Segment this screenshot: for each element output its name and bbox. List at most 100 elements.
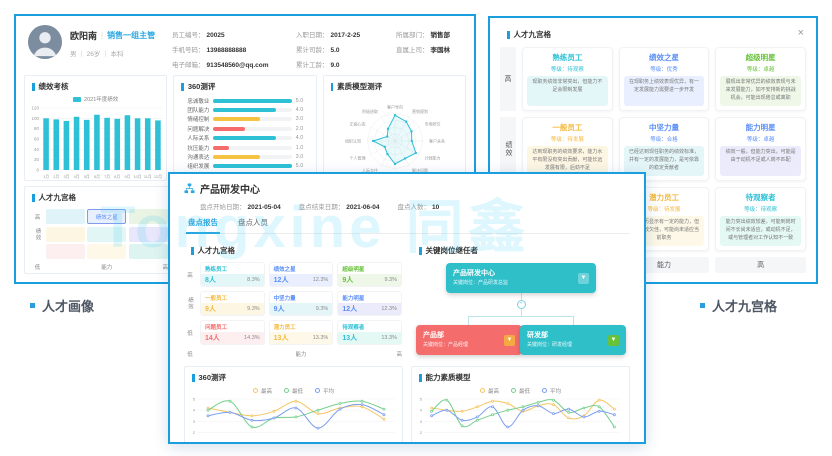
nine-grid-cell [128,244,168,259]
profile-field: 累计司龄： 5.0 [296,47,340,54]
org-connector [573,316,574,325]
portrait-nine-grid: 高 绩效之星 绩效低 能力 高 [25,206,175,275]
legend-item[interactable]: 最低 [283,387,303,395]
eval360-bar-fill [213,126,245,131]
eval360-bar-row: 问题解决 2.0 [182,124,307,133]
svg-text:1: 1 [193,441,196,444]
ability-line-chart: 012345客户导向营销规划市场研究客户关系计划能力解决问题思考力人际交往个人管… [420,397,622,442]
org-node-product-dept[interactable]: 产品部 关键岗位：产品经理 ▼ [416,325,522,355]
close-icon[interactable]: × [797,27,804,39]
count-grid-card-strip: 13人 13.3% [269,332,333,344]
count-grid-card-percent: 9.3% [384,277,397,283]
count-grid-card[interactable]: 待观察者 13人 13.3% [337,320,402,345]
count-grid-card-title: 超级明星 [338,263,401,274]
svg-text:人际交往: 人际交往 [362,167,378,173]
eval360-bar-fill [213,136,276,141]
count-grid-card-count: 9人 [273,306,285,313]
svg-text:3月: 3月 [63,174,69,179]
eval360-bar-track [213,126,292,131]
chevron-down-icon[interactable]: ▼ [504,334,515,346]
chevron-down-icon[interactable]: ▼ [608,334,619,346]
succession-section: 关键岗位继任者 - 产品研发中心 关键岗位：产品研发总监 [412,240,630,359]
count-grid-card-count: 14人 [205,335,220,342]
org-connector [520,309,522,316]
nine-grid-cell-highlighted: 绩效之星 [87,209,127,224]
count-grid-card[interactable]: 一般员工 9人 9.3% [200,291,265,316]
profile-fields-col3: 所属部门： 销售部 直属上司： 李国林 [396,25,474,54]
eval360-bar-row: 沟通表达 3.0 [182,152,307,161]
profile-header: 欧阳南 | 销售一组主管 男 ｜ 26岁 ｜ 本科 员工编号： 20025 手机号码… [16,16,474,73]
count-grid-card[interactable]: 能力明星 12人 12.3% [337,291,402,316]
legend-item[interactable]: 平均 [315,387,334,395]
eval360-bar-track [213,145,292,150]
count-grid-card-strip: 12人 12.3% [338,303,401,315]
count-grid-card[interactable]: 中坚力量 9人 9.3% [268,291,334,316]
profile-field: 累计工龄： 9.0 [296,62,340,69]
org-expand-node[interactable]: - [516,300,526,309]
svg-text:客户导向: 客户导向 [387,104,403,110]
grid-axis-label: 低 [187,352,193,358]
count-grid-card-strip: 9人 9.3% [201,303,264,315]
nine-grid-cell [87,226,127,242]
tabs: 盘点报告 盘点人员 [184,217,630,234]
svg-text:计划能力: 计划能力 [424,155,440,161]
eval360-bar-label: 团队能力 [187,108,210,115]
count-grid-card[interactable]: 熟练员工 8人 8.3% [200,262,265,287]
employee-name: 欧阳南 [70,31,98,41]
legend-swatch [73,96,82,102]
nine-grid-window-title: 人才九宫格 [500,24,558,43]
grid-axis-label: 绩效 [500,117,516,181]
org-connector [468,316,574,317]
quality-model-title: 素质模型测评 [324,76,465,95]
nine-grid-cell [128,226,168,242]
count-grid-card-title: 待观察者 [338,321,401,332]
svg-text:2: 2 [193,430,196,435]
legend-dot-icon [252,388,258,393]
legend-item[interactable]: 最高 [252,387,272,395]
svg-text:市场研究: 市场研究 [424,121,440,127]
chevron-down-icon[interactable]: ▼ [578,272,589,284]
profile-field: 入职日期： 2017-2-25 [296,32,361,39]
nine-grid-card-description: 达到现职务的绩效要求，能力水平有限没有突出贡献，可能长远发展有限，后劲不足 [527,146,608,176]
count-grid-card[interactable]: 潜力员工 13人 13.3% [268,320,334,345]
profile-fields-col1: 员工编号： 20025 手机号码： 13988888888 电子邮箱： 913548560… [172,25,288,69]
org-node-position: 关键岗位：研发经理 [527,342,573,349]
svg-text:5月: 5月 [84,174,90,179]
svg-text:1月: 1月 [43,174,49,179]
eval360-bar-fill [213,164,292,169]
legend-item[interactable]: 最低 [510,387,530,395]
svg-text:个人管理: 个人管理 [349,155,365,161]
count-grid-card-strip: 14人 14.3% [201,332,264,344]
tab-review-people[interactable]: 盘点人员 [238,218,268,227]
review-meta-item: 盘点人数： 10 [397,204,440,211]
bar-chart-legend[interactable]: 2021年度绩效 [25,95,166,103]
legend-item[interactable]: 平均 [542,387,561,395]
tab-review-report[interactable]: 盘点报告 [186,217,220,234]
legend-label: 最低 [518,388,530,395]
count-grid-card[interactable]: 超级明星 9人 9.3% [337,262,402,287]
svg-text:120: 120 [31,106,39,111]
review-report-window: 产品研发中心 盘点开始日期： 2021-05-04 盘点结束日期： 2021-06-0… [168,172,646,444]
eval360-bar-value: 4.0 [295,107,304,114]
nine-grid-cell [128,209,168,224]
count-grid-card-title: 潜力员工 [269,321,333,332]
nine-grid-card-description: 现职务绩效非常突出，但能力不足会限制发展 [527,76,608,106]
eval360-bar-label: 抗压能力 [187,145,210,152]
nine-grid-card-level: 等级：卓越 [746,67,775,73]
nine-grid-card-level: 等级：待观察 [550,67,584,73]
org-node-rd-dept[interactable]: 研发部 关键岗位：研发经理 ▼ [520,325,626,355]
svg-text:8月: 8月 [114,174,120,179]
nine-grid-card-title: 能力明星 [745,123,776,132]
svg-text:解决问题: 解决问题 [412,167,428,173]
count-grid-card-title: 绩效之星 [269,263,333,274]
legend-item[interactable]: 最高 [479,387,499,395]
eval360-bar-value: 2.0 [295,125,304,132]
svg-text:营销规划: 营销规划 [412,108,428,114]
portrait-nine-grid-panel: 人才九宫格 高 绩效之星 绩效低 能力 高 [24,186,176,274]
report-nine-grid-section: 人才九宫格 高 熟练员工 8人 8.3% 绩效之星 12人 12.3% 超级明星 9人 9.3% 绩… [184,240,402,359]
org-node-root[interactable]: 产品研发中心 关键岗位：产品研发总监 ▼ [446,263,596,293]
nine-grid-window-header: 人才九宫格 × [490,18,816,45]
grid-axis-label: 绩效 [34,227,41,241]
count-grid-card[interactable]: 问题员工 14人 14.3% [200,320,265,345]
count-grid-card[interactable]: 绩效之星 12人 12.3% [268,262,334,287]
